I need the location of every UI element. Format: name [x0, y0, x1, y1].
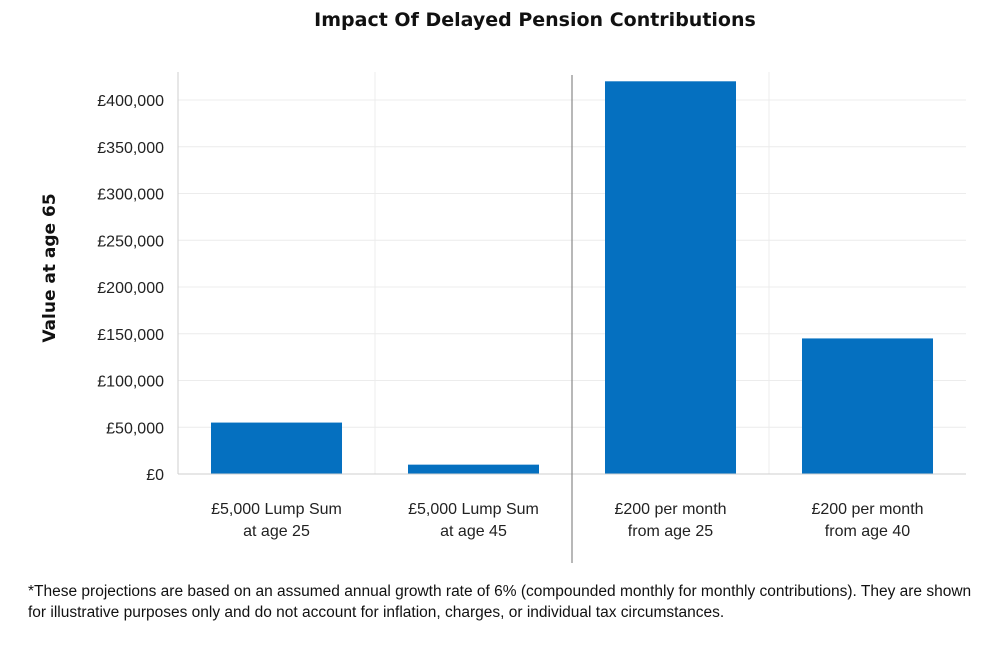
bar-1: [210, 422, 343, 474]
y-tick-label: £0: [146, 467, 164, 484]
y-tick-label: £300,000: [97, 187, 164, 204]
y-axis-label: Value at age 65: [40, 193, 60, 342]
x-category-label: £200 per month from age 40: [811, 501, 923, 540]
x-category-label: £5,000 Lump Sum at age 45: [408, 501, 539, 540]
footnote: *These projections are based on an assum…: [28, 583, 972, 621]
y-tick-label: £400,000: [97, 93, 164, 110]
bars: [210, 81, 934, 475]
bar-3: [604, 81, 737, 475]
axes: [177, 72, 966, 563]
y-tick-label: £100,000: [97, 374, 164, 391]
x-category-label: £200 per month from age 25: [614, 501, 726, 540]
y-tick-labels: £0 £50,000 £100,000 £150,000 £200,000 £250,00…: [97, 93, 164, 484]
x-category-label: £5,000 Lump Sum at age 25: [211, 501, 342, 540]
bar-4: [801, 338, 934, 474]
bar-chart: Impact Of Delayed Pension Contributions …: [40, 9, 966, 563]
x-category-labels: £5,000 Lump Sum at age 25 £5,000 Lump Sum a…: [211, 501, 923, 540]
y-tick-label: £200,000: [97, 280, 164, 297]
bar-2: [407, 464, 540, 474]
y-tick-label: £150,000: [97, 327, 164, 344]
y-tick-label: £50,000: [106, 420, 164, 437]
y-tick-label: £350,000: [97, 140, 164, 157]
y-tick-label: £250,000: [97, 233, 164, 250]
chart-title: Impact Of Delayed Pension Contributions: [314, 9, 756, 31]
